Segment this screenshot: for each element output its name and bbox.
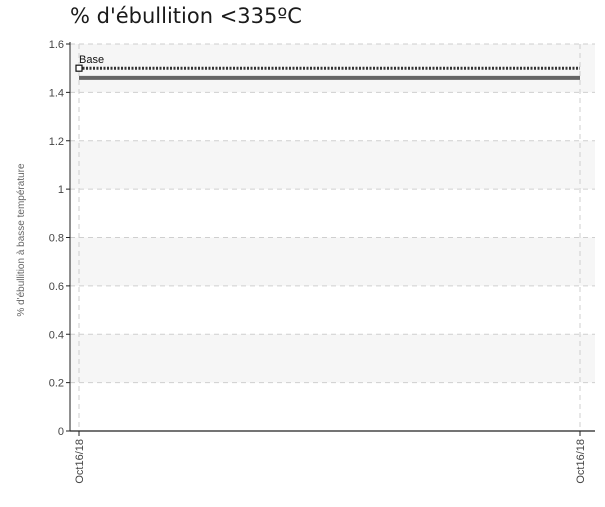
series-marker: [75, 64, 83, 72]
y-tick-label: 0.4: [49, 329, 64, 341]
y-tick-label: 0: [58, 426, 64, 438]
plot-bands: [70, 44, 595, 383]
y-axis-label: % d'ébullition à basse température: [16, 163, 27, 317]
x-tick-labels: Oct16/18 Oct16/18: [74, 439, 587, 484]
grid-lines: [70, 43, 595, 431]
series-label: Base: [79, 54, 104, 66]
y-tick-label: 1.4: [49, 87, 64, 99]
axes: [66, 42, 595, 436]
y-tick-label: 1.2: [49, 136, 64, 148]
x-tick-label: Oct16/18: [575, 439, 587, 484]
plot-band: [70, 334, 595, 383]
y-tick-label: 0.6: [49, 281, 64, 293]
x-tick-label: Oct16/18: [74, 439, 86, 484]
series-group: Base: [75, 54, 580, 80]
chart-title: % d'ébullition <335ºC: [70, 4, 302, 28]
plot-band: [70, 140, 595, 190]
plot-band: [70, 237, 595, 286]
y-tick-label: 1.6: [49, 39, 64, 51]
y-tick-label: 0.8: [49, 233, 64, 245]
y-tick-label: 0.2: [49, 378, 64, 390]
y-tick-label: 1: [58, 184, 64, 196]
y-tick-labels: 0 0.2 0.4 0.6 0.8 1 1.2 1.4 1.6: [49, 39, 64, 438]
